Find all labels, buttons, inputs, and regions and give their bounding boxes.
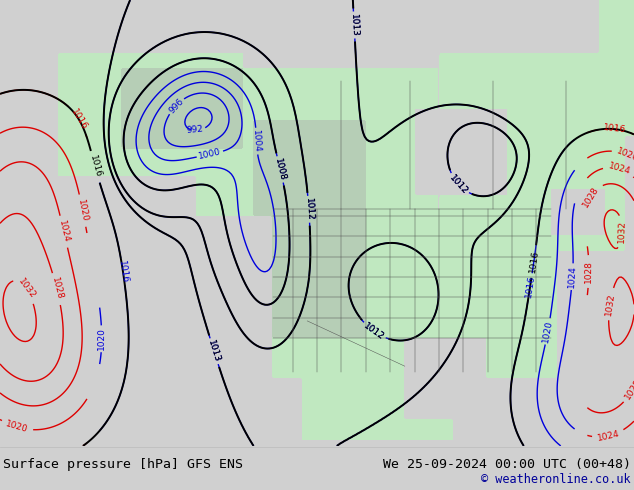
Text: 1028: 1028 (585, 260, 593, 283)
Text: 1028: 1028 (581, 185, 601, 209)
Text: 1008: 1008 (273, 157, 287, 182)
Text: 1012: 1012 (448, 173, 470, 196)
Text: 1013: 1013 (206, 339, 222, 364)
Text: 1013: 1013 (206, 339, 222, 364)
Text: 992: 992 (186, 125, 204, 135)
Text: 1032: 1032 (604, 292, 616, 316)
Text: 1024: 1024 (57, 220, 71, 244)
Text: 1012: 1012 (304, 197, 314, 221)
Text: 1012: 1012 (304, 197, 314, 221)
Text: Surface pressure [hPa] GFS ENS: Surface pressure [hPa] GFS ENS (3, 458, 243, 471)
Text: 1032: 1032 (618, 220, 627, 243)
Text: 1024: 1024 (596, 429, 621, 443)
Text: 1020: 1020 (541, 319, 554, 343)
Text: 996: 996 (167, 97, 185, 115)
Text: © weatheronline.co.uk: © weatheronline.co.uk (481, 473, 631, 487)
Text: 1020: 1020 (4, 419, 29, 435)
Text: 1028: 1028 (623, 377, 634, 401)
Text: 1024: 1024 (607, 161, 631, 176)
Text: 1028: 1028 (49, 277, 64, 301)
Text: We 25-09-2024 00:00 UTC (00+48): We 25-09-2024 00:00 UTC (00+48) (383, 458, 631, 471)
Text: 1020: 1020 (97, 327, 107, 350)
Text: 1032: 1032 (16, 277, 37, 301)
Text: 1016: 1016 (603, 123, 627, 135)
Text: 1013: 1013 (349, 13, 359, 37)
Text: 1024: 1024 (567, 265, 578, 288)
Text: 1016: 1016 (117, 260, 129, 284)
Text: 1008: 1008 (273, 157, 287, 182)
Text: 1016: 1016 (69, 107, 89, 132)
Text: 1020: 1020 (76, 198, 89, 223)
Text: 1004: 1004 (251, 129, 262, 153)
Text: 1013: 1013 (349, 13, 359, 37)
Text: 1012: 1012 (448, 173, 470, 196)
Text: 1012: 1012 (362, 321, 386, 342)
Text: 1000: 1000 (198, 147, 222, 161)
Text: 1012: 1012 (362, 321, 386, 342)
Text: 1020: 1020 (616, 147, 634, 163)
Text: 1016: 1016 (87, 155, 103, 179)
Text: 1016: 1016 (527, 249, 540, 273)
Text: 1016: 1016 (524, 274, 536, 298)
